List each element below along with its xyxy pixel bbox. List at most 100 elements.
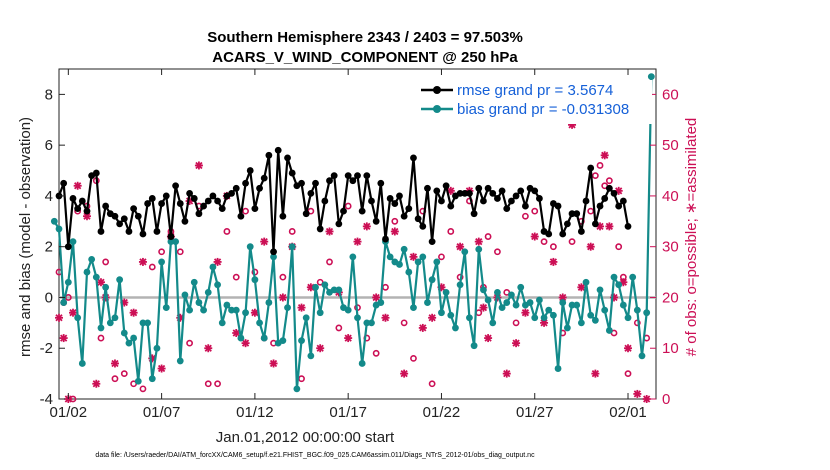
rmse-point	[494, 195, 501, 202]
bias-point	[591, 316, 599, 324]
bias-point	[354, 314, 361, 322]
y-tick-label: 2	[45, 239, 53, 256]
rmse-point	[433, 187, 441, 195]
y-tick-label: 4	[45, 188, 53, 205]
bias-point	[419, 253, 427, 261]
series-lines	[50, 73, 655, 393]
rmse-point	[405, 205, 413, 213]
obs-assimilated-point	[400, 369, 409, 378]
rmse-point	[176, 200, 184, 207]
obs-possible-point	[102, 258, 110, 266]
bias-point	[176, 357, 184, 365]
rmse-point	[438, 197, 445, 205]
obs-possible-point	[214, 380, 221, 388]
rmse-point	[330, 172, 338, 180]
rmse-point	[559, 230, 567, 238]
bias-point	[55, 225, 63, 233]
bias-point	[503, 299, 511, 306]
rmse-point	[260, 174, 268, 182]
bias-point	[610, 273, 618, 281]
bias-point	[470, 342, 478, 350]
bias-point	[312, 283, 319, 291]
obs-possible-point	[568, 238, 576, 246]
obs-assimilated-point	[92, 379, 101, 388]
rmse-point	[531, 187, 539, 195]
rmse-point	[442, 182, 450, 190]
bias-point	[615, 281, 623, 289]
bias-point	[568, 301, 576, 309]
obs-assimilated-point	[456, 242, 465, 251]
obs-assimilated-point	[624, 344, 633, 353]
obs-possible-point	[97, 334, 105, 342]
x-tick-label: 01/02	[50, 404, 88, 421]
rmse-point	[139, 230, 147, 238]
rmse-point	[265, 151, 273, 159]
rmse-point	[596, 202, 604, 210]
legend-bias-marker	[433, 105, 441, 113]
bias-point	[526, 299, 534, 306]
rmse-point	[447, 202, 455, 210]
obs-possible-point	[186, 339, 193, 347]
rmse-point	[461, 189, 469, 197]
bias-point	[60, 299, 68, 306]
bias-point	[69, 238, 77, 246]
obs-assimilated-point	[372, 293, 381, 302]
bias-point	[549, 311, 557, 319]
obs-assimilated-point	[344, 334, 353, 343]
bias-point	[223, 301, 231, 309]
bias-point	[214, 281, 221, 289]
rmse-point	[307, 189, 315, 197]
obs-possible-point	[335, 324, 343, 332]
rmse-point	[298, 179, 305, 187]
obs-assimilated-point	[138, 257, 147, 266]
bias-point	[144, 319, 152, 327]
bias-point	[307, 352, 315, 360]
bias-point	[377, 299, 385, 306]
bias-point	[64, 278, 72, 286]
obs-possible-point	[111, 375, 119, 383]
rmse-point	[624, 222, 632, 230]
rmse-point	[172, 182, 180, 190]
bias-point	[508, 291, 515, 299]
rmse-point	[382, 235, 389, 243]
bias-point	[78, 360, 86, 367]
rmse-point	[186, 189, 193, 197]
rmse-point	[480, 197, 487, 205]
bias-point	[452, 324, 459, 332]
obs-assimilated-point	[325, 227, 334, 236]
rmse-point	[232, 184, 240, 192]
bias-point	[428, 276, 436, 284]
bias-point	[293, 385, 301, 393]
bias-point	[298, 337, 305, 345]
rmse-point	[204, 197, 212, 205]
obs-assimilated-point	[577, 283, 586, 292]
obs-possible-point	[344, 202, 352, 210]
bias-point	[587, 311, 595, 319]
rmse-point	[97, 228, 105, 235]
rmse-point	[503, 205, 511, 213]
bias-point	[246, 243, 254, 251]
bias-point	[633, 306, 641, 314]
x-tick-label: 02/01	[609, 404, 647, 421]
rmse-point	[200, 202, 207, 210]
rmse-point	[312, 179, 319, 187]
bias-point	[517, 283, 525, 291]
bias-point	[386, 253, 394, 261]
bias-point	[596, 286, 604, 294]
bias-point	[186, 306, 193, 314]
rmse-point	[605, 184, 613, 192]
obs-possible-point	[591, 172, 599, 180]
rmse-point	[610, 189, 618, 197]
obs-assimilated-point	[521, 308, 530, 317]
bias-point	[83, 268, 91, 276]
rmse-point	[410, 154, 417, 162]
y2-tick-label: 50	[662, 137, 679, 154]
bias-point	[638, 352, 646, 360]
obs-possible-point	[494, 248, 501, 256]
bias-point	[396, 261, 403, 268]
bias-point	[489, 319, 497, 327]
bias-point	[172, 238, 180, 246]
bias-point	[577, 319, 585, 327]
bias-point	[531, 314, 539, 322]
obs-possible-point	[596, 162, 604, 169]
